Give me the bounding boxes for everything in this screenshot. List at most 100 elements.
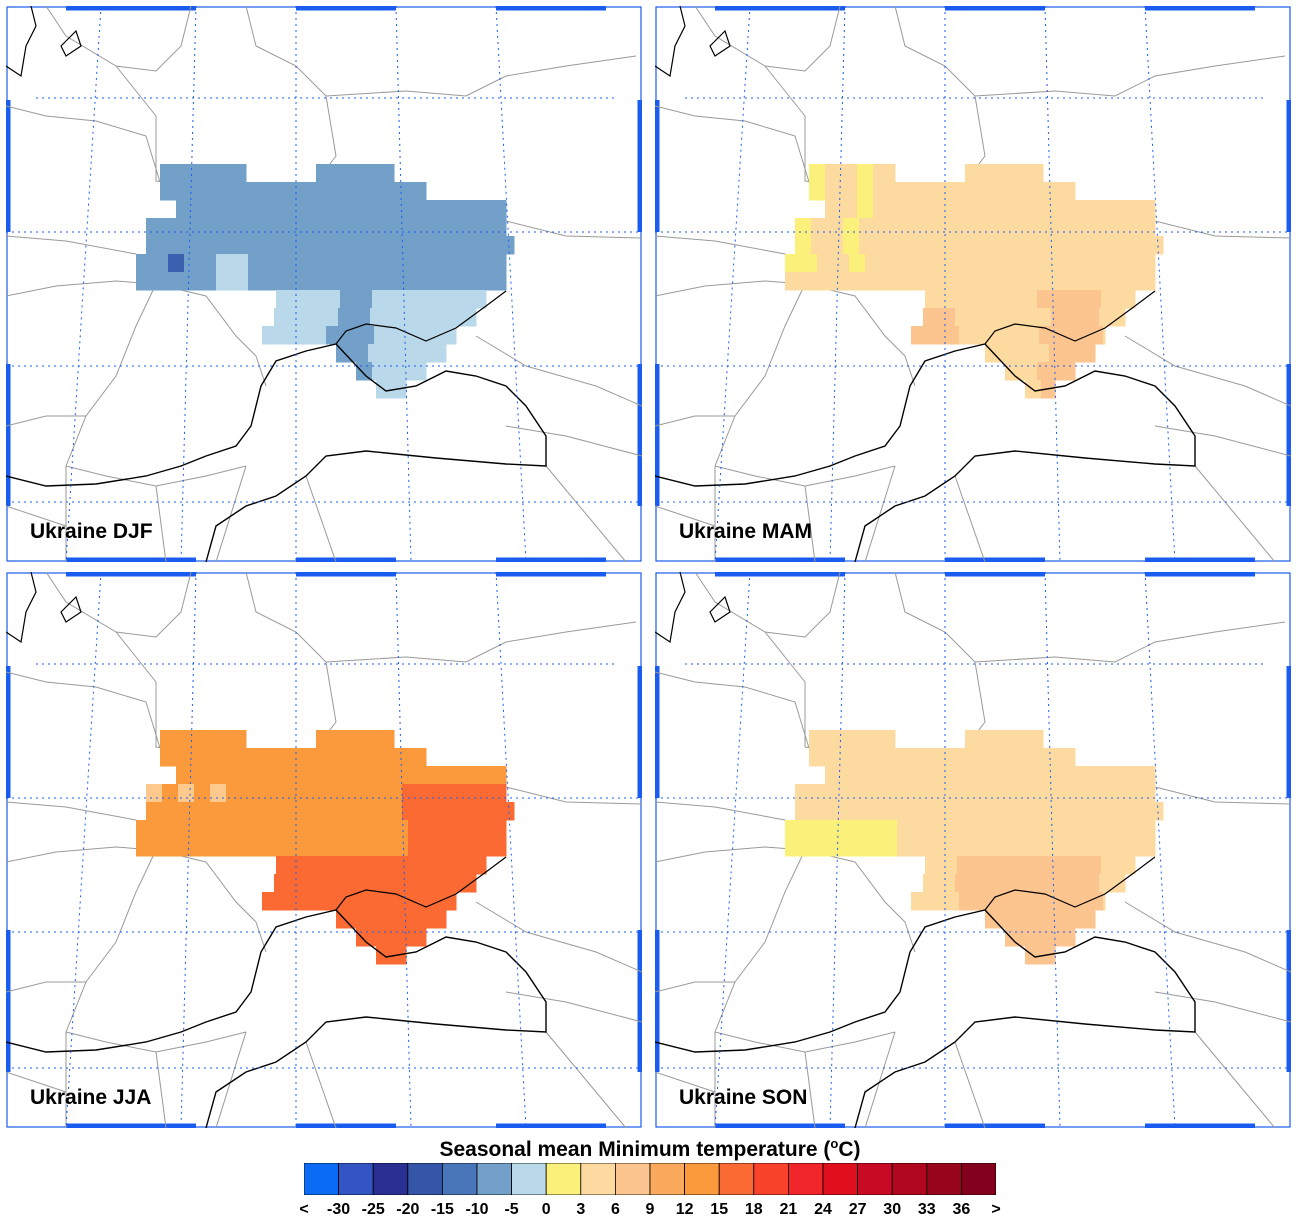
colorbar-tick-label: -10 [465, 1201, 489, 1218]
temperature-cell [178, 236, 195, 255]
temperature-cell [332, 730, 349, 749]
temperature-cell [344, 838, 361, 857]
temperature-cell [208, 766, 225, 785]
temperature-cell [200, 820, 217, 839]
temperature-cell [913, 838, 930, 857]
temperature-cell [1153, 254, 1156, 273]
temperature-cell [472, 272, 489, 291]
temperature-cell [404, 928, 421, 947]
temperature-cell [498, 784, 507, 803]
temperature-cell [1021, 856, 1038, 875]
temperature-cell [226, 802, 243, 821]
temperature-cell [450, 236, 467, 255]
temperature-cell [825, 730, 842, 749]
country-border [6, 671, 161, 749]
temperature-cell [1053, 362, 1070, 381]
temperature-cell [955, 308, 972, 327]
coastline [984, 856, 1156, 911]
temperature-cell [436, 290, 453, 309]
temperature-cell [1013, 164, 1030, 183]
temperature-cell [400, 748, 417, 767]
temperature-cell [136, 272, 153, 291]
temperature-cell [889, 200, 906, 219]
temperature-cell [849, 254, 866, 273]
temperature-cell [1017, 200, 1034, 219]
temperature-cell [192, 748, 209, 767]
temperature-cell [1069, 290, 1086, 309]
temperature-cell [146, 802, 163, 821]
temperature-cell [971, 236, 988, 255]
temperature-cell [1019, 874, 1036, 893]
country-border [6, 1071, 67, 1093]
colorbar-swatch [718, 1163, 755, 1195]
temperature-cell [1089, 254, 1106, 273]
temperature-cell [224, 730, 241, 749]
temperature-cell [859, 218, 876, 237]
temperature-cell [354, 874, 371, 893]
temperature-cell [376, 820, 393, 839]
colorbar-tick-label: -25 [361, 1201, 385, 1218]
temperature-cell [332, 164, 349, 183]
temperature-cell [955, 802, 972, 821]
temperature-cell [1033, 182, 1050, 201]
country-border [655, 415, 735, 427]
colorbar-tick-label: -20 [396, 1201, 420, 1218]
temperature-cell [955, 784, 972, 803]
temperature-cell [1083, 802, 1100, 821]
temperature-cell [1037, 856, 1054, 875]
temperature-cell [322, 218, 339, 237]
temperature-cell [322, 802, 339, 821]
temperature-cell [324, 856, 341, 875]
temperature-cell [354, 308, 371, 327]
temperature-cell [404, 856, 421, 875]
temperature-cell [360, 820, 377, 839]
colorbar [304, 1163, 996, 1195]
temperature-cell [344, 272, 361, 291]
temperature-cell [504, 254, 507, 273]
country-border [1124, 901, 1291, 973]
temperature-cell [925, 856, 942, 875]
temperature-cell [1067, 236, 1084, 255]
temperature-cell [316, 730, 333, 749]
temperature-cell [336, 748, 353, 767]
temperature-cell [923, 218, 940, 237]
temperature-cell [386, 218, 403, 237]
country-border [245, 572, 337, 749]
temperature-cell [923, 236, 940, 255]
temperature-cell [200, 838, 217, 857]
temperature-cell [923, 874, 940, 893]
temperature-cell [416, 182, 427, 201]
temperature-cell [1001, 748, 1018, 767]
temperature-cell [434, 236, 451, 255]
country-border [65, 849, 157, 1033]
temperature-cell [873, 748, 890, 767]
temperature-cell [857, 182, 874, 201]
temperature-cell [1073, 254, 1090, 273]
temperature-cell [873, 200, 890, 219]
temperature-cell [827, 236, 844, 255]
temperature-cell [1067, 218, 1084, 237]
temperature-cell [825, 748, 842, 767]
temperature-cell [336, 200, 353, 219]
temperature-cell [1099, 802, 1116, 821]
temperature-cell [841, 766, 858, 785]
temperature-cell [258, 802, 275, 821]
temperature-cell [975, 892, 992, 911]
panel-label: Ukraine DJF [30, 520, 153, 543]
temperature-cell [482, 236, 499, 255]
temperature-cell [420, 928, 427, 947]
temperature-cell [392, 838, 409, 857]
temperature-cell [456, 820, 473, 839]
temperature-cell [939, 874, 956, 893]
temperature-cell [306, 784, 323, 803]
temperature-cell [1083, 218, 1100, 237]
temperature-cell [857, 766, 874, 785]
temperature-cell [278, 326, 295, 345]
temperature-cell [306, 218, 323, 237]
country-border [894, 6, 986, 183]
temperature-cell [875, 236, 892, 255]
temperature-cell [981, 164, 998, 183]
map-panel-son: Ukraine SON [655, 572, 1291, 1128]
temperature-cell [1073, 838, 1090, 857]
country-border [974, 55, 1286, 97]
